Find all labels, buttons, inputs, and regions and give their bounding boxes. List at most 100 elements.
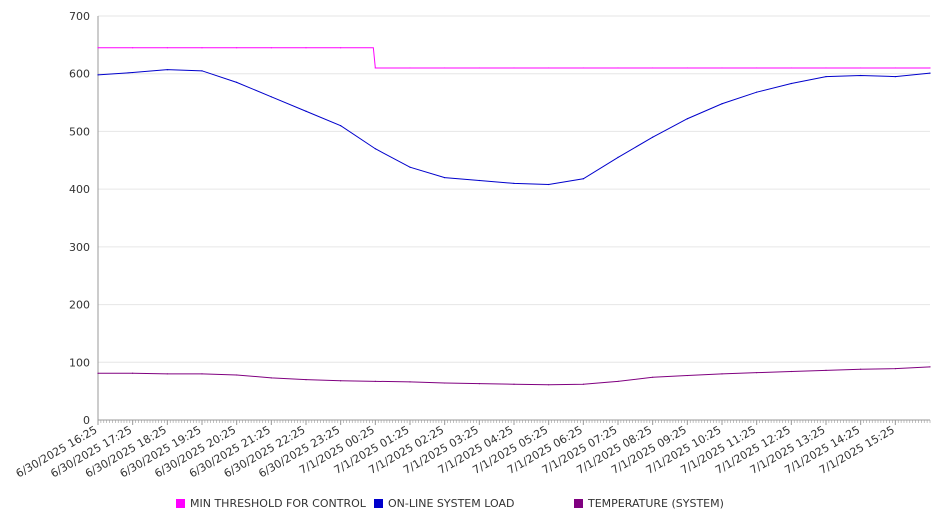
data-point-min-threshold [409, 67, 411, 69]
data-point-min-threshold [166, 47, 168, 49]
data-point-temperature [340, 380, 342, 382]
data-point-min-threshold [374, 67, 376, 69]
data-point-system-load [513, 182, 515, 184]
data-point-min-threshold [270, 47, 272, 49]
data-point-temperature [513, 383, 515, 385]
legend-item-min-threshold: MIN THRESHOLD FOR CONTROL [176, 497, 366, 510]
data-point-min-threshold [444, 67, 446, 69]
data-point-system-load [409, 166, 411, 168]
data-point-min-threshold [686, 67, 688, 69]
legend-label-temperature: TEMPERATURE (SYSTEM) [588, 497, 724, 510]
y-tick-label: 700 [69, 10, 90, 23]
legend-swatch-system-load [374, 499, 383, 508]
data-point-temperature [548, 384, 550, 386]
data-point-min-threshold [860, 67, 862, 69]
y-tick-label: 100 [69, 356, 90, 369]
data-point-temperature [409, 381, 411, 383]
data-point-temperature [860, 368, 862, 370]
data-point-temperature [270, 377, 272, 379]
data-point-temperature [825, 369, 827, 371]
data-point-min-threshold [478, 67, 480, 69]
series-lines [97, 47, 931, 386]
data-point-system-load [548, 183, 550, 186]
data-point-temperature [790, 370, 792, 373]
data-point-min-threshold [894, 67, 896, 69]
data-point-system-load [97, 74, 99, 76]
data-point-min-threshold [721, 67, 723, 69]
data-point-system-load [825, 76, 827, 78]
data-point-temperature [444, 382, 446, 384]
y-tick-label: 400 [69, 183, 90, 196]
data-point-temperature [686, 374, 688, 377]
y-axis: 0 100 200 300 400 500 600 700 [69, 10, 99, 427]
legend-label-system-load: ON-LINE SYSTEM LOAD [388, 497, 515, 510]
legend-item-system-load: ON-LINE SYSTEM LOAD [374, 497, 514, 510]
y-tick-label: 200 [69, 299, 90, 312]
data-point-temperature [201, 373, 203, 375]
data-point-temperature [97, 372, 99, 374]
data-point-temperature [894, 368, 896, 370]
data-point-system-load [617, 156, 619, 158]
data-point-min-threshold [513, 67, 515, 69]
y-tick-label: 500 [69, 125, 90, 138]
data-point-temperature [929, 366, 931, 368]
data-point-min-threshold [790, 67, 792, 69]
data-point-min-threshold [340, 47, 342, 49]
data-point-temperature [236, 374, 238, 376]
data-point-min-threshold [236, 47, 238, 49]
data-point-system-load [652, 136, 654, 138]
grid [98, 15, 930, 363]
data-point-system-load [305, 110, 307, 112]
data-point-system-load [582, 178, 584, 180]
data-point-system-load [201, 70, 203, 72]
data-point-min-threshold [756, 67, 758, 69]
y-tick-label: 0 [83, 414, 90, 427]
data-point-temperature [652, 376, 654, 378]
data-point-min-threshold [132, 47, 134, 49]
data-point-min-threshold [305, 47, 307, 49]
data-point-system-load [270, 96, 272, 98]
data-point-system-load [236, 81, 238, 83]
data-point-min-threshold [617, 67, 619, 69]
data-point-temperature [374, 380, 376, 382]
data-point-temperature [721, 373, 723, 375]
data-point-system-load [894, 76, 896, 78]
data-point-min-threshold [97, 47, 99, 49]
legend-swatch-temperature [574, 499, 583, 508]
data-point-temperature [166, 373, 168, 375]
x-axis: 6/30/2025 16:256/30/2025 17:256/30/2025 … [14, 419, 931, 480]
data-point-system-load [790, 82, 792, 85]
data-point-min-threshold [548, 67, 550, 69]
series-line-min-threshold [98, 47, 930, 69]
legend-swatch-min-threshold [176, 499, 185, 508]
data-point-min-threshold [582, 67, 584, 69]
data-point-min-threshold [652, 67, 654, 69]
data-point-system-load [756, 91, 758, 93]
series-line-system-load [97, 69, 931, 186]
data-point-temperature [582, 383, 584, 385]
data-point-temperature [132, 372, 134, 374]
data-point-system-load [929, 72, 931, 74]
data-point-temperature [305, 379, 307, 381]
data-point-temperature [478, 383, 480, 385]
legend-item-temperature: TEMPERATURE (SYSTEM) [574, 497, 724, 510]
data-point-min-threshold [201, 47, 203, 49]
data-point-min-threshold [929, 67, 931, 69]
data-point-temperature [756, 372, 758, 374]
data-point-system-load [374, 148, 376, 150]
data-point-system-load [686, 118, 688, 120]
data-point-min-threshold [825, 67, 827, 69]
data-point-system-load [478, 179, 480, 182]
y-tick-label: 600 [69, 68, 90, 81]
data-point-system-load [444, 177, 446, 179]
data-point-system-load [860, 74, 862, 77]
data-point-system-load [132, 71, 134, 74]
data-point-system-load [340, 125, 342, 127]
legend-label-min-threshold: MIN THRESHOLD FOR CONTROL [190, 497, 366, 510]
data-point-temperature [617, 380, 619, 382]
data-point-system-load [721, 103, 723, 105]
y-tick-label: 300 [69, 241, 90, 254]
series-line-temperature [98, 366, 931, 386]
data-point-system-load [166, 69, 168, 71]
